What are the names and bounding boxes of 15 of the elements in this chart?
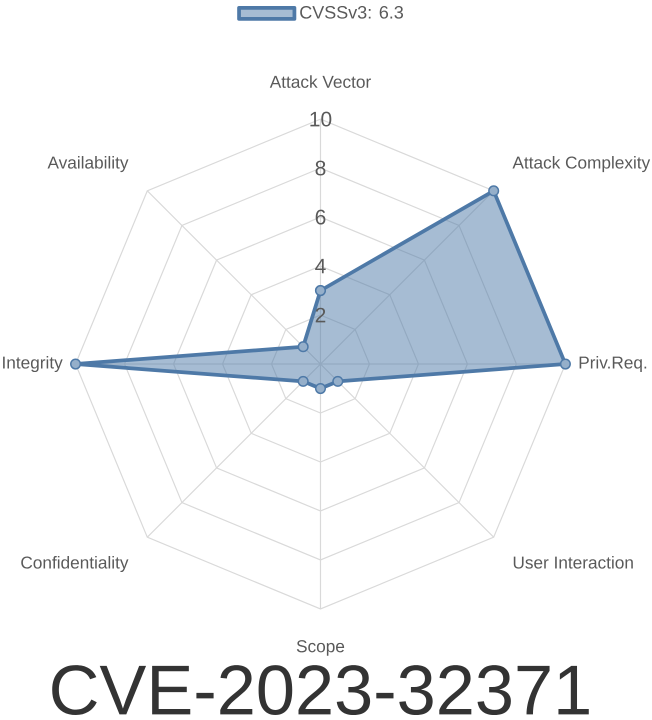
spoke-label: Attack Complexity	[512, 156, 650, 172]
y-tick-label: 6	[316, 210, 326, 225]
spoke-label: Attack Vector	[270, 75, 372, 88]
legend-label: CVSSv3: 6.3	[300, 6, 404, 19]
spoke-label: User Interaction	[514, 556, 633, 569]
text: CVE-2023-32371	[52, 665, 589, 715]
spoke-label: Integrity	[3, 356, 63, 372]
spoke-label: Priv.Req.	[580, 356, 646, 372]
y-tick-label: 4	[315, 258, 326, 274]
y-tick-label: 8	[316, 160, 326, 176]
spoke-label: Scope	[297, 640, 344, 656]
spoke-label: Availability	[48, 156, 129, 172]
spoke-label: Confidentiality	[21, 556, 129, 572]
y-tick-label: 10	[310, 112, 332, 127]
y-tick-label: 2	[316, 308, 326, 322]
